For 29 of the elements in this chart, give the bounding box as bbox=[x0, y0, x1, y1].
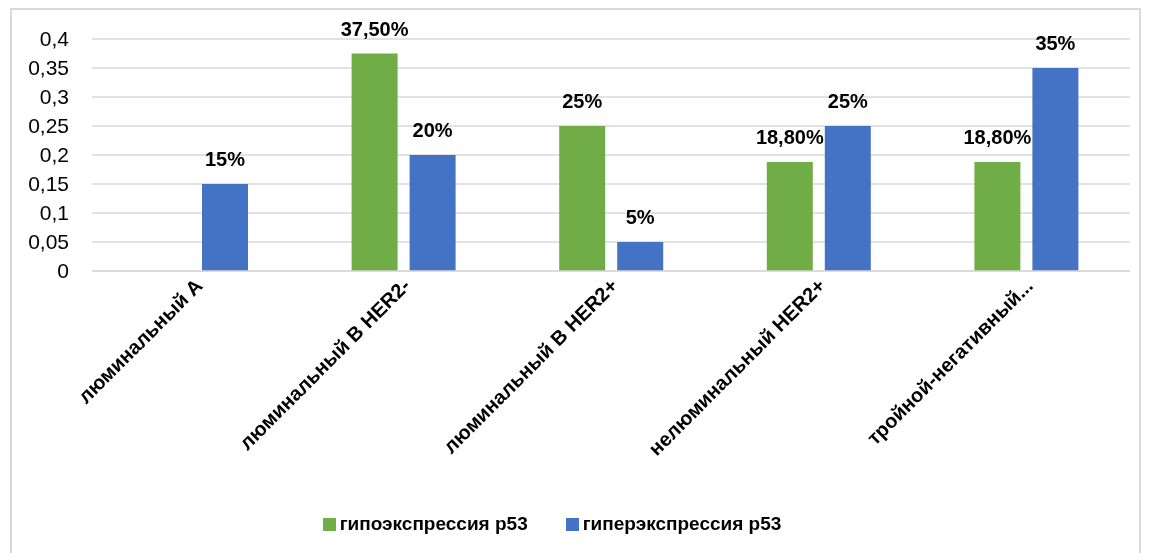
y-tick-label: 0,4 bbox=[39, 27, 70, 51]
data-label: 25% bbox=[562, 90, 603, 112]
bar bbox=[409, 155, 456, 271]
data-label: 18,80% bbox=[963, 125, 1032, 148]
y-tick-label: 0,15 bbox=[28, 172, 69, 196]
legend-label: гиперэкспрессия p53 bbox=[582, 513, 782, 534]
bar bbox=[559, 126, 606, 271]
y-tick-label: 0,35 bbox=[28, 56, 69, 80]
data-label: 35% bbox=[1035, 32, 1076, 54]
data-label: 15% bbox=[204, 148, 246, 170]
data-label: 20% bbox=[412, 119, 453, 141]
bar bbox=[617, 242, 664, 271]
bar bbox=[974, 161, 1021, 271]
y-tick-label: 0 bbox=[57, 259, 69, 283]
y-tick-label: 0,05 bbox=[28, 230, 69, 254]
data-label: 37,50% bbox=[340, 17, 409, 40]
data-label: 5% bbox=[625, 206, 655, 228]
y-tick-label: 0,3 bbox=[39, 85, 69, 109]
bar bbox=[824, 126, 871, 271]
bar bbox=[351, 53, 398, 271]
bar bbox=[1032, 68, 1079, 271]
data-label: 18,80% bbox=[755, 125, 824, 148]
legend-label: гипоэкспрессия p53 bbox=[339, 513, 528, 534]
y-tick-label: 0,1 bbox=[39, 201, 69, 225]
bar bbox=[202, 184, 248, 271]
data-label: 25% bbox=[827, 90, 869, 112]
bar bbox=[766, 161, 813, 271]
y-tick-label: 0,25 bbox=[28, 114, 69, 138]
y-tick-label: 0,2 bbox=[39, 143, 69, 167]
